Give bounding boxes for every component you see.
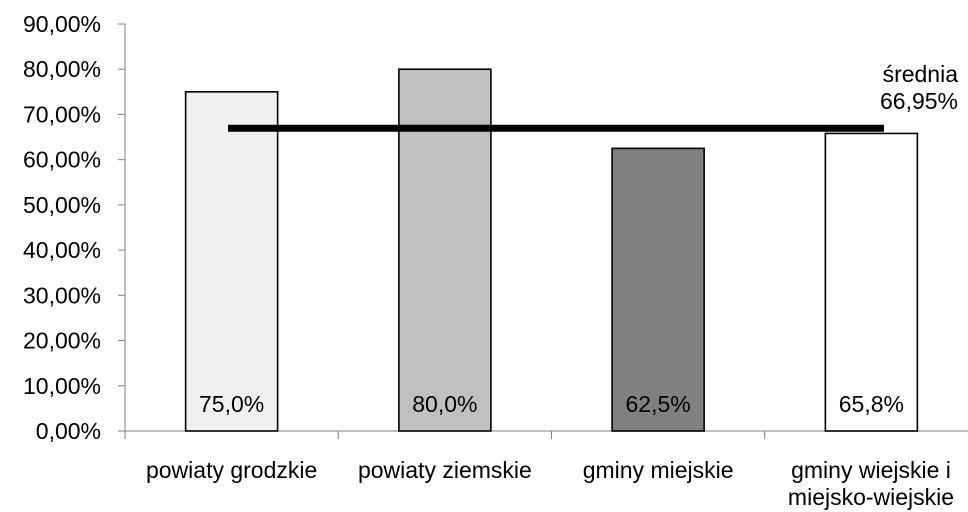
bar bbox=[184, 91, 279, 432]
y-tick-label: 10,00% bbox=[23, 373, 101, 399]
bar bbox=[398, 68, 492, 432]
category-label-line: powiaty grodzkie bbox=[146, 457, 317, 483]
category-labels-group: powiaty grodzkie powiaty ziemskie gminy mi… bbox=[146, 457, 954, 510]
bar bbox=[824, 132, 919, 432]
bar-value-label: 80,0% bbox=[412, 391, 477, 417]
category-label-line: powiaty ziemskie bbox=[358, 457, 532, 483]
x-axis bbox=[124, 430, 968, 439]
y-tick-label: 60,00% bbox=[23, 147, 101, 173]
y-tick-label: 20,00% bbox=[23, 328, 101, 354]
y-tick-label: 70,00% bbox=[23, 101, 101, 127]
y-tick-label: 90,00% bbox=[23, 11, 101, 37]
y-axis: 0,00% 10,00% 20,00% 30,00% 40,00% 50,00% 60,00… bbox=[23, 11, 126, 444]
average-label: średnia 66,95% bbox=[880, 61, 958, 114]
category-label: powiaty grodzkie bbox=[146, 457, 317, 483]
category-label-line: gminy wiejskie i bbox=[791, 457, 951, 483]
y-tick-label: 40,00% bbox=[23, 237, 101, 263]
bar-value-label: 65,8% bbox=[839, 391, 904, 417]
category-label-line: gminy miejskie bbox=[583, 457, 734, 483]
y-tick-label: 30,00% bbox=[23, 282, 101, 308]
category-label: powiaty ziemskie bbox=[358, 457, 532, 483]
average-label-line: 66,95% bbox=[880, 88, 958, 114]
y-tick-label: 50,00% bbox=[23, 192, 101, 218]
bar bbox=[611, 147, 705, 432]
bar-value-label: 62,5% bbox=[626, 391, 691, 417]
y-tick-label: 0,00% bbox=[36, 418, 101, 444]
data-labels-group: 75,0% 80,0% 62,5% 65,8% bbox=[199, 391, 904, 417]
category-label-line: miejsko-wiejskie bbox=[788, 484, 954, 510]
average-label-line: średnia bbox=[883, 61, 959, 87]
bar-value-label: 75,0% bbox=[199, 391, 264, 417]
y-tick-label: 80,00% bbox=[23, 56, 101, 82]
category-label: gminy miejskie bbox=[583, 457, 734, 483]
bars-group bbox=[184, 68, 919, 432]
average-line-group: średnia 66,95% bbox=[228, 61, 958, 132]
category-label: gminy wiejskie i miejsko-wiejskie bbox=[788, 457, 954, 510]
